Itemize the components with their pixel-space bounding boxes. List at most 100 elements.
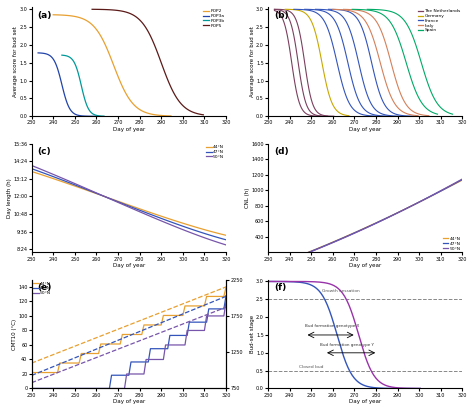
- 50°N: [193, 328, 199, 333]
- 44°N: [459, 178, 465, 182]
- 50°N: [265, 266, 271, 270]
- 50°N: [219, 241, 225, 246]
- 47°N: [217, 307, 222, 312]
- 44°N: [289, 256, 294, 261]
- 47°N: [79, 185, 84, 190]
- 50°N: [217, 240, 222, 245]
- 44°N: [223, 233, 229, 238]
- 47°N: [455, 179, 461, 184]
- Line: 50°N: 50°N: [32, 301, 226, 388]
- Y-axis label: Average score for bud set: Average score for bud set: [250, 26, 255, 97]
- 47°N: [74, 183, 80, 188]
- 44°N: [310, 248, 316, 253]
- 44°N: [193, 225, 199, 230]
- 50°N: [29, 163, 35, 168]
- Line: 47°N: 47°N: [32, 296, 226, 388]
- 50°N: [429, 193, 435, 198]
- Text: (c): (c): [37, 147, 51, 156]
- 50°N: [53, 386, 58, 391]
- Y-axis label: Bud-set stage: Bud-set stage: [250, 315, 255, 353]
- X-axis label: Day of year: Day of year: [349, 127, 381, 132]
- 50°N: [217, 314, 222, 319]
- 47°N: [459, 177, 465, 182]
- 44°N: [53, 370, 58, 375]
- Text: (a): (a): [37, 11, 52, 20]
- Y-axis label: CMT10 (°C): CMT10 (°C): [12, 319, 17, 350]
- Line: 47°N: 47°N: [268, 180, 462, 268]
- Legend: 44°N, 47°N, 50°N: 44°N, 47°N, 50°N: [33, 281, 52, 296]
- 44°N: [265, 266, 271, 270]
- Text: (d): (d): [274, 147, 288, 156]
- X-axis label: Day of year: Day of year: [349, 399, 381, 404]
- Legend: 44°N, 47°N, 50°N: 44°N, 47°N, 50°N: [442, 236, 462, 252]
- 50°N: [315, 247, 320, 252]
- 47°N: [265, 266, 271, 270]
- 47°N: [219, 236, 225, 241]
- 44°N: [455, 180, 461, 185]
- 50°N: [193, 232, 199, 237]
- Text: (e): (e): [37, 283, 52, 292]
- Text: (f): (f): [274, 283, 286, 292]
- Y-axis label: Average score for bud set: Average score for bud set: [13, 26, 18, 97]
- 44°N: [29, 370, 35, 375]
- 50°N: [310, 248, 316, 253]
- 50°N: [459, 176, 465, 181]
- 47°N: [310, 248, 316, 253]
- 50°N: [29, 386, 35, 391]
- X-axis label: Day of year: Day of year: [349, 263, 381, 268]
- 44°N: [217, 231, 222, 236]
- 47°N: [193, 320, 199, 325]
- 50°N: [74, 182, 80, 187]
- 47°N: [74, 386, 80, 391]
- 47°N: [217, 236, 222, 240]
- Y-axis label: CNL (h): CNL (h): [245, 188, 250, 208]
- Legend: 44°N, 47°N, 50°N: 44°N, 47°N, 50°N: [206, 144, 225, 160]
- Line: 47°N: 47°N: [32, 169, 226, 240]
- X-axis label: Day of year: Day of year: [113, 399, 145, 404]
- 47°N: [79, 386, 84, 391]
- 44°N: [219, 232, 225, 237]
- 50°N: [79, 386, 84, 391]
- 50°N: [289, 257, 294, 262]
- 50°N: [455, 179, 461, 184]
- 44°N: [29, 169, 35, 174]
- X-axis label: Day of year: Day of year: [113, 127, 145, 132]
- 44°N: [219, 294, 225, 299]
- 50°N: [223, 299, 229, 304]
- Text: Bud formation genotype Y: Bud formation genotype Y: [320, 343, 374, 347]
- 47°N: [219, 307, 225, 312]
- 44°N: [53, 177, 58, 182]
- 44°N: [79, 186, 84, 191]
- 44°N: [74, 360, 80, 365]
- 44°N: [223, 284, 229, 289]
- 50°N: [79, 184, 84, 189]
- Text: (b): (b): [274, 11, 288, 20]
- 47°N: [453, 180, 459, 185]
- X-axis label: Day of year: Day of year: [113, 263, 145, 268]
- 47°N: [223, 293, 229, 298]
- Legend: POP2, POP3a, POP3b, POP5: POP2, POP3a, POP3b, POP5: [202, 8, 225, 28]
- 47°N: [223, 237, 229, 242]
- Text: Growth cessation: Growth cessation: [322, 289, 360, 293]
- Line: 44°N: 44°N: [268, 180, 462, 268]
- 47°N: [289, 256, 294, 261]
- Line: 50°N: 50°N: [32, 166, 226, 245]
- 50°N: [53, 173, 58, 178]
- 47°N: [53, 175, 58, 180]
- 50°N: [219, 314, 225, 319]
- Text: Closed bud: Closed bud: [299, 365, 324, 369]
- 47°N: [429, 193, 435, 198]
- Line: 44°N: 44°N: [32, 287, 226, 372]
- 44°N: [217, 294, 222, 299]
- 47°N: [53, 386, 58, 391]
- 47°N: [29, 166, 35, 171]
- 44°N: [429, 193, 435, 198]
- Line: 44°N: 44°N: [32, 171, 226, 236]
- 47°N: [29, 386, 35, 391]
- 44°N: [79, 351, 84, 356]
- Line: 50°N: 50°N: [268, 179, 462, 268]
- 50°N: [453, 180, 459, 185]
- 44°N: [74, 184, 80, 189]
- 44°N: [453, 181, 459, 186]
- 50°N: [74, 386, 80, 391]
